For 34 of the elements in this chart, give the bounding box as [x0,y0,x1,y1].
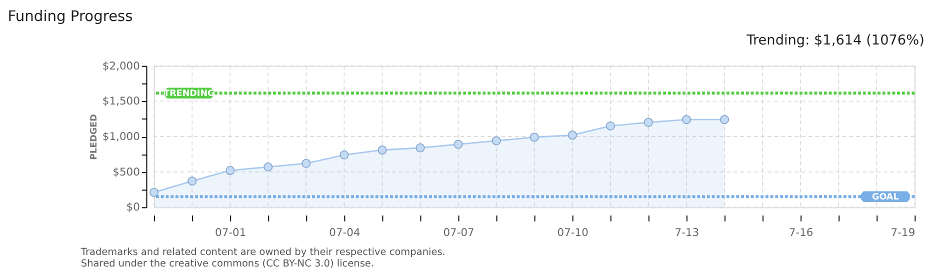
text: Trending: $1,614 (1076%) [746,32,924,48]
x-tick-label: 07-10 [557,226,589,239]
point [492,136,501,146]
text: Shared under the creative commons (CC BY-NC 3.0) license. [80,258,374,270]
y-tick-label: $2,000 [102,59,140,72]
point [606,121,615,130]
point [378,145,387,155]
y-tick-label: $500 [112,165,140,178]
point [530,132,539,142]
x-tick-label: 07-01 [215,226,246,239]
chart-title: Funding Progress [8,8,133,25]
point [264,162,273,172]
point [302,158,311,168]
y-tick-label: $1,000 [102,130,140,143]
point [454,140,463,149]
x-tick-label: 7-19 [890,226,916,239]
point [720,115,730,124]
point [226,166,235,176]
point [644,118,654,127]
y-axis-title: PLEDGED [90,114,100,160]
point [568,130,577,140]
point [416,143,425,152]
point [188,176,197,186]
x-tick-label: 07-04 [329,226,360,239]
point [682,115,692,124]
point [340,150,349,160]
text: Trademarks and related content are owned by their respective companies. [80,247,446,258]
ref-line-label: GOAL [872,192,900,203]
x-tick-label: 7-16 [788,226,814,239]
y-tick-label: $1,500 [102,94,140,108]
y-tick-label: $0 [126,200,140,214]
x-tick-label: 07-07 [443,226,474,239]
x-tick-label: 7-13 [674,226,700,239]
point [150,188,159,197]
